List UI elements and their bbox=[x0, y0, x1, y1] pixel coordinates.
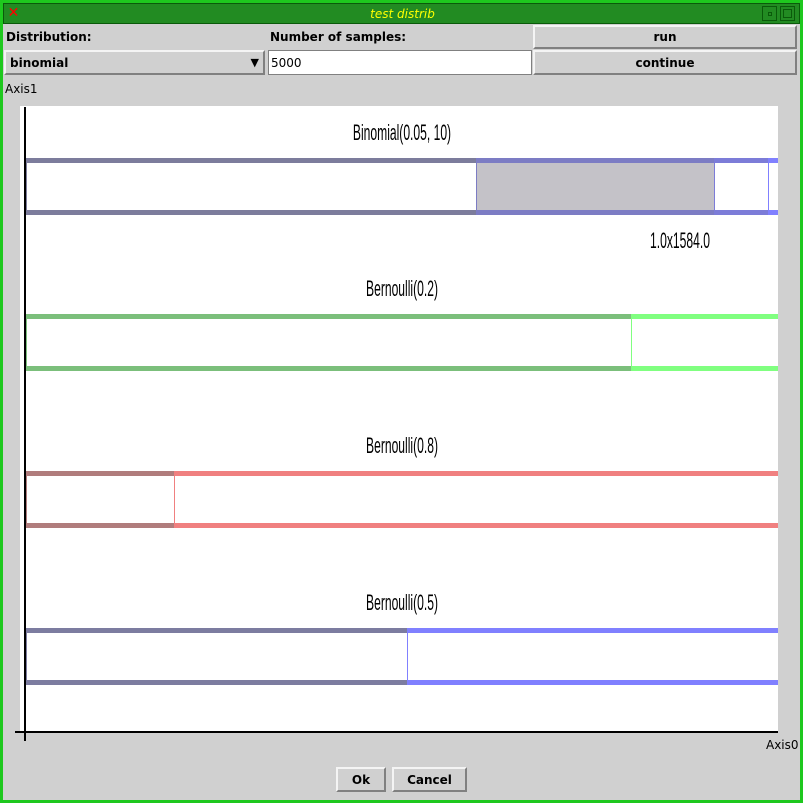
samples-input[interactable] bbox=[268, 50, 532, 75]
samples-label: Number of samples: bbox=[270, 30, 407, 44]
bar-segment[interactable] bbox=[768, 158, 778, 215]
run-button[interactable]: run bbox=[533, 25, 797, 49]
bar-segment[interactable] bbox=[26, 158, 476, 215]
bar-label: Bernoulli(0.8) bbox=[366, 433, 438, 458]
bar-segment[interactable] bbox=[407, 628, 778, 685]
y-axis-line bbox=[24, 107, 26, 741]
bar-segment[interactable] bbox=[174, 471, 778, 528]
cancel-button[interactable]: Cancel bbox=[392, 767, 467, 792]
bar-label: Bernoulli(0.5) bbox=[366, 590, 438, 615]
distribution-label: Distribution: bbox=[6, 30, 92, 44]
bar-segment[interactable] bbox=[26, 471, 174, 528]
bar-segment[interactable] bbox=[26, 628, 407, 685]
continue-button[interactable]: continue bbox=[533, 50, 797, 75]
distribution-select[interactable]: binomial ▼ bbox=[4, 50, 265, 75]
minimize-icon[interactable] bbox=[762, 6, 777, 21]
bar-label: Binomial(0.05, 10) bbox=[352, 120, 452, 145]
title-bar[interactable]: ✕ test distrib bbox=[3, 3, 800, 24]
bar-segment[interactable] bbox=[476, 158, 714, 215]
bar-label: Bernoulli(0.2) bbox=[366, 276, 438, 301]
window-title: test distrib bbox=[370, 7, 435, 21]
bar-segment[interactable] bbox=[631, 314, 778, 371]
x-axis-label: Axis0 bbox=[766, 738, 799, 752]
maximize-icon[interactable] bbox=[780, 6, 795, 21]
bar-segment[interactable] bbox=[714, 158, 768, 215]
close-x-icon[interactable]: ✕ bbox=[7, 5, 20, 21]
ok-button[interactable]: Ok bbox=[336, 767, 386, 792]
bar-segment[interactable] bbox=[26, 314, 631, 371]
chevron-down-icon: ▼ bbox=[250, 56, 259, 69]
x-axis-line bbox=[15, 731, 778, 733]
distribution-value: binomial bbox=[10, 56, 69, 70]
annotation-label: 1.0x1584.0 bbox=[650, 228, 710, 253]
y-axis-label: Axis1 bbox=[5, 82, 38, 96]
